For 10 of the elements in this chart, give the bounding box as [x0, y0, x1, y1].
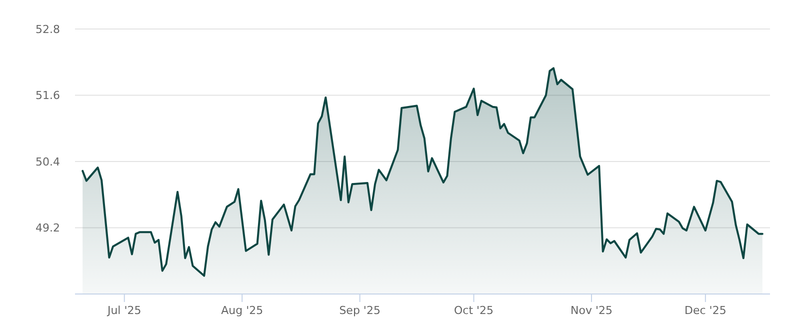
y-tick-label: 49.2 [36, 222, 60, 235]
y-tick-label: 50.4 [36, 155, 60, 168]
x-tick-label: Jul '25 [106, 304, 142, 317]
y-tick-label: 52.8 [36, 22, 60, 36]
x-tick-label: Aug '25 [221, 304, 264, 317]
y-tick-label: 51.6 [36, 89, 60, 102]
x-tick-label: Sep '25 [339, 304, 380, 317]
x-tick-label: Dec '25 [684, 304, 726, 317]
x-tick-label: Oct '25 [454, 304, 494, 317]
x-tick-label: Nov '25 [570, 304, 613, 317]
